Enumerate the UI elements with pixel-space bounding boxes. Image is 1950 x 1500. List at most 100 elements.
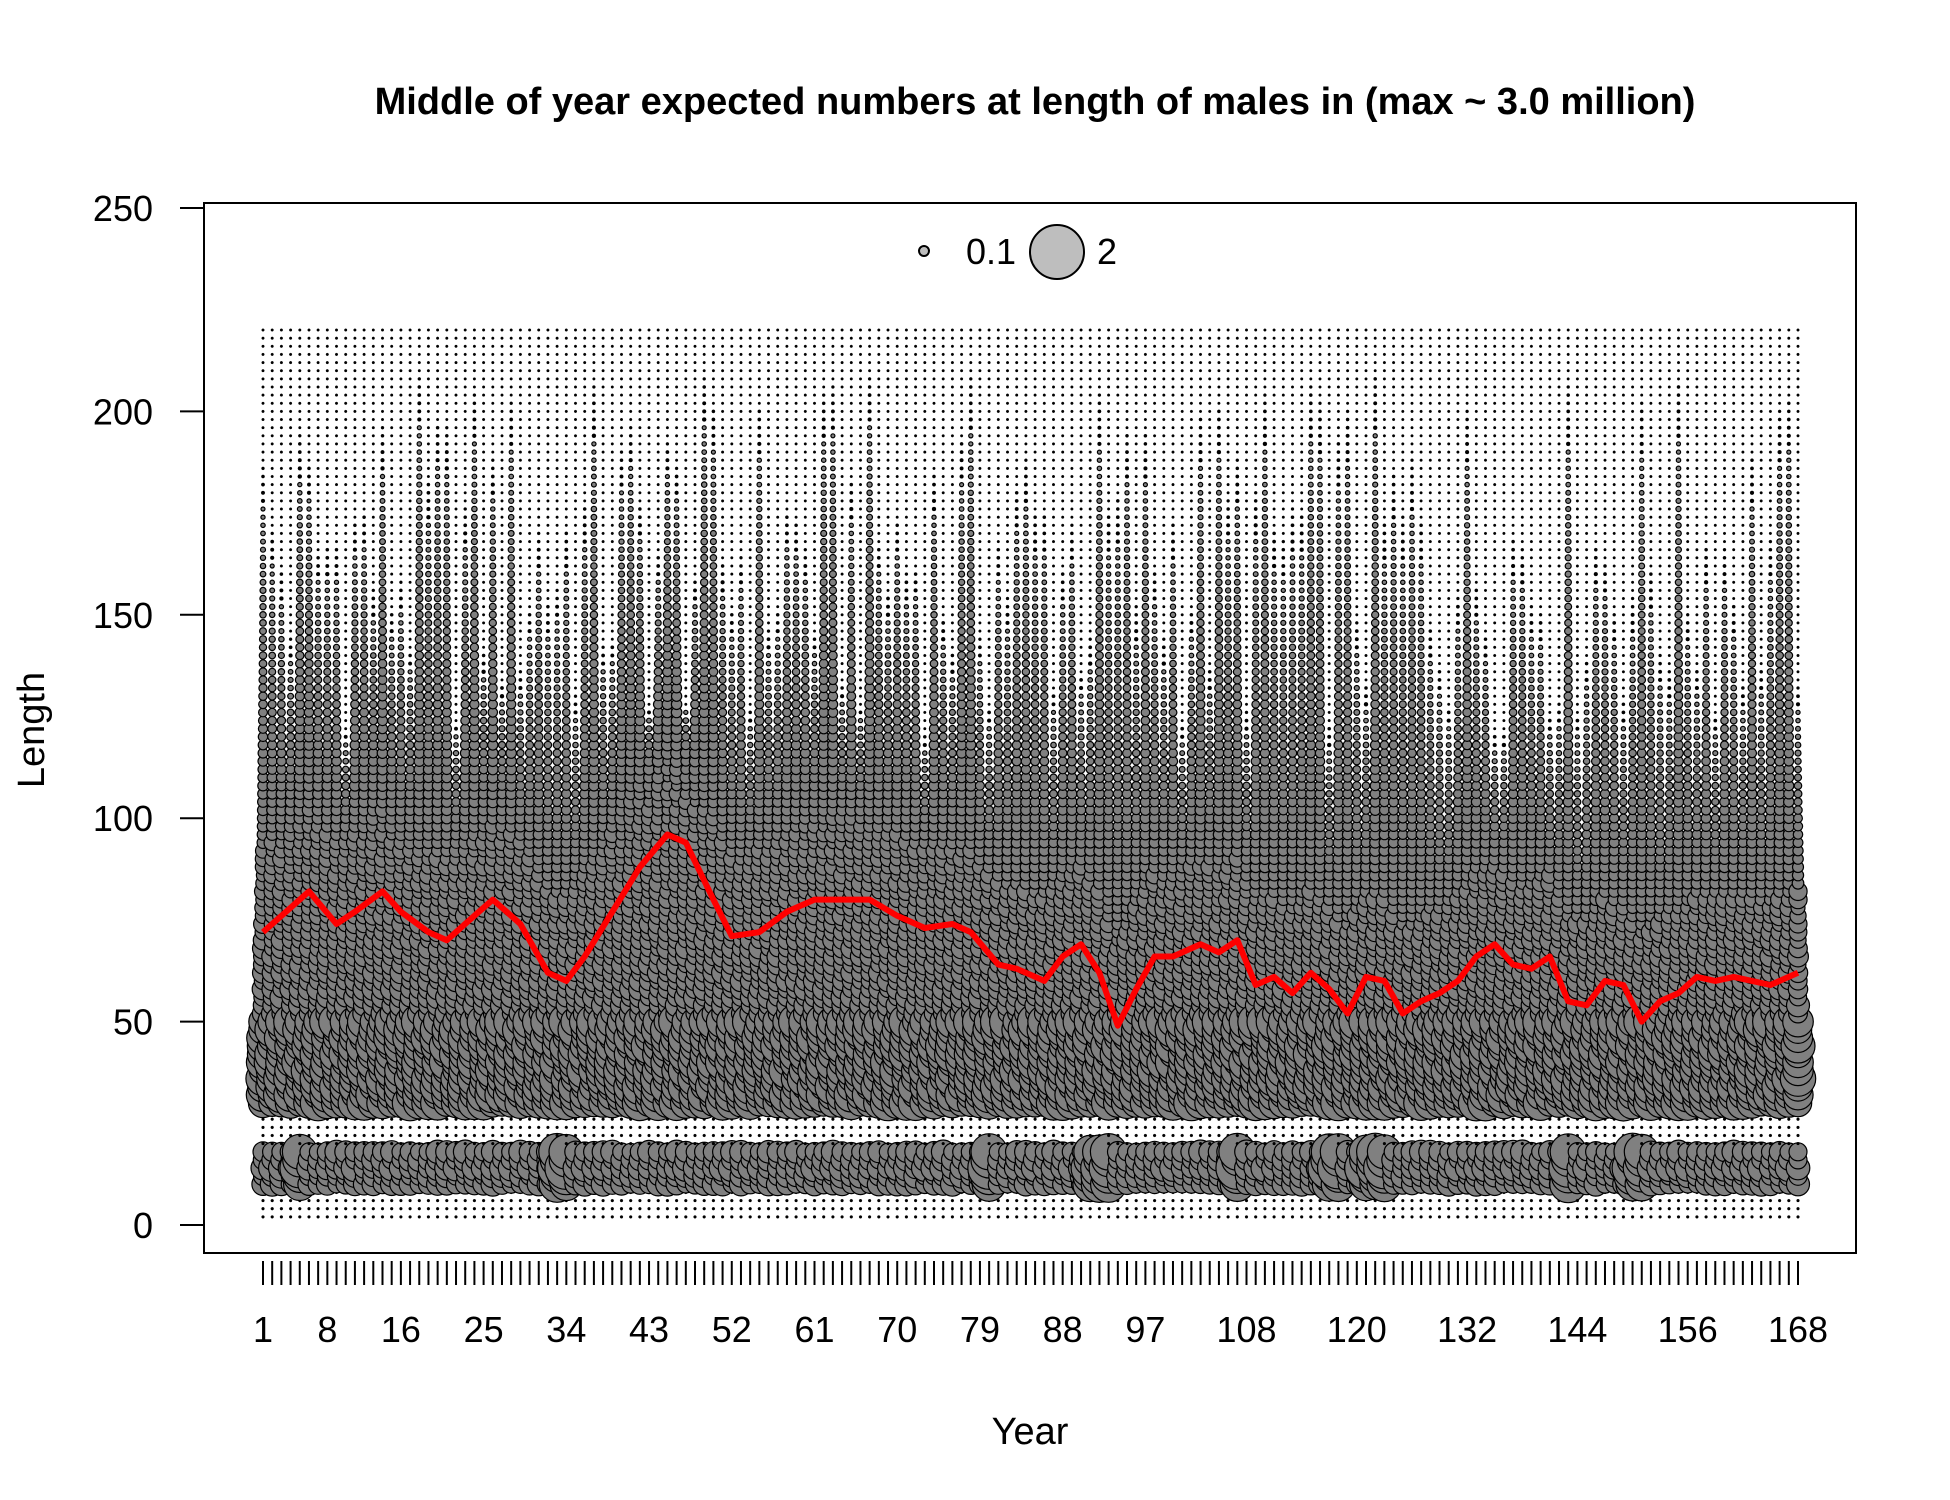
bubble-point [415,545,424,554]
bubble-point [663,578,672,587]
bubble-point [344,418,348,422]
bubble-point [408,491,412,495]
bubble-point [537,475,541,479]
bubble-point [583,377,587,381]
bubble-point [544,684,552,692]
bubble-point [638,336,642,340]
bubble-point [460,715,471,726]
bubble-point [371,377,375,381]
bubble-point [482,548,486,552]
bubble-point [334,1215,339,1219]
bubble-point [546,475,550,479]
bubble-point [528,458,532,462]
bubble-point [316,450,320,454]
bubble-point [416,481,423,488]
bubble-point [562,667,571,676]
bubble-point [359,707,370,718]
bubble-point [583,1133,587,1138]
bubble-point [662,602,672,612]
bubble-point [307,482,312,487]
bubble-point [279,1215,283,1219]
bubble-point [573,694,578,698]
bubble-point [390,499,394,503]
bubble-point [352,539,357,544]
bubble-point [543,756,553,766]
bubble-point [285,756,296,767]
bubble-point [573,1133,578,1138]
bubble-point [555,328,559,332]
bubble-point [332,651,341,660]
bubble-point [628,450,633,455]
bubble-point [322,683,332,693]
bubble-point [482,434,486,438]
bubble-point [323,651,332,660]
bubble-point [482,344,486,348]
bubble-point [454,548,458,552]
bubble-point [663,537,672,546]
bubble-point [423,715,434,726]
bubble-point [564,352,568,356]
bubble-point [408,597,412,601]
bubble-point [304,658,314,669]
bubble-point [426,1207,430,1211]
bubble-point [509,1207,513,1211]
bubble-point [555,475,559,479]
bubble-point [454,458,458,462]
bubble-point [664,489,671,496]
bubble-point [445,1125,449,1129]
bubble-point [590,521,598,529]
bubble-point [399,491,403,495]
bubble-point [426,401,430,405]
bubble-point [500,515,504,519]
bubble-point [498,725,506,733]
bubble-point [408,393,412,397]
bubble-point [260,530,266,537]
bubble-point [580,651,589,660]
bubble-point [314,651,322,660]
bubble-point [508,465,515,472]
bubble-point [344,442,348,446]
bubble-point [399,409,403,413]
bubble-point [627,530,635,537]
bubble-point [525,724,534,733]
bubble-point [442,602,451,611]
bubble-point [656,1198,660,1203]
bubble-point [352,555,358,561]
bubble-point [381,344,385,348]
bubble-point [665,385,669,389]
bubble-point [610,515,614,519]
bubble-point [543,748,553,758]
bubble-point [564,466,568,470]
bubble-point [389,636,395,642]
bubble-point [525,716,534,725]
bubble-point [426,515,431,520]
bubble-point [295,650,305,661]
bubble-point [316,393,320,397]
bubble-point [443,514,450,521]
bubble-point [470,578,479,587]
bubble-point [619,1141,624,1146]
bubble-point [583,442,587,446]
bubble-point [543,740,553,750]
bubble-point [297,442,302,446]
bubble-point [451,797,461,807]
bubble-point [306,514,312,521]
bubble-point [610,466,614,470]
bubble-point [296,514,303,521]
bubble-point [269,587,276,594]
bubble-point [344,588,348,592]
bubble-point [528,540,532,544]
bubble-point [610,564,614,568]
bubble-point [445,1215,449,1219]
bubble-point [463,434,467,438]
bubble-point [627,554,635,562]
bubble-point [554,612,560,617]
bubble-point [261,1215,265,1219]
bubble-point [537,1133,541,1138]
bubble-point [598,764,608,775]
bubble-point [335,361,339,365]
bubble-point [574,458,578,462]
bubble-point [491,377,495,381]
bubble-point [314,619,322,627]
bubble-point [528,385,532,389]
